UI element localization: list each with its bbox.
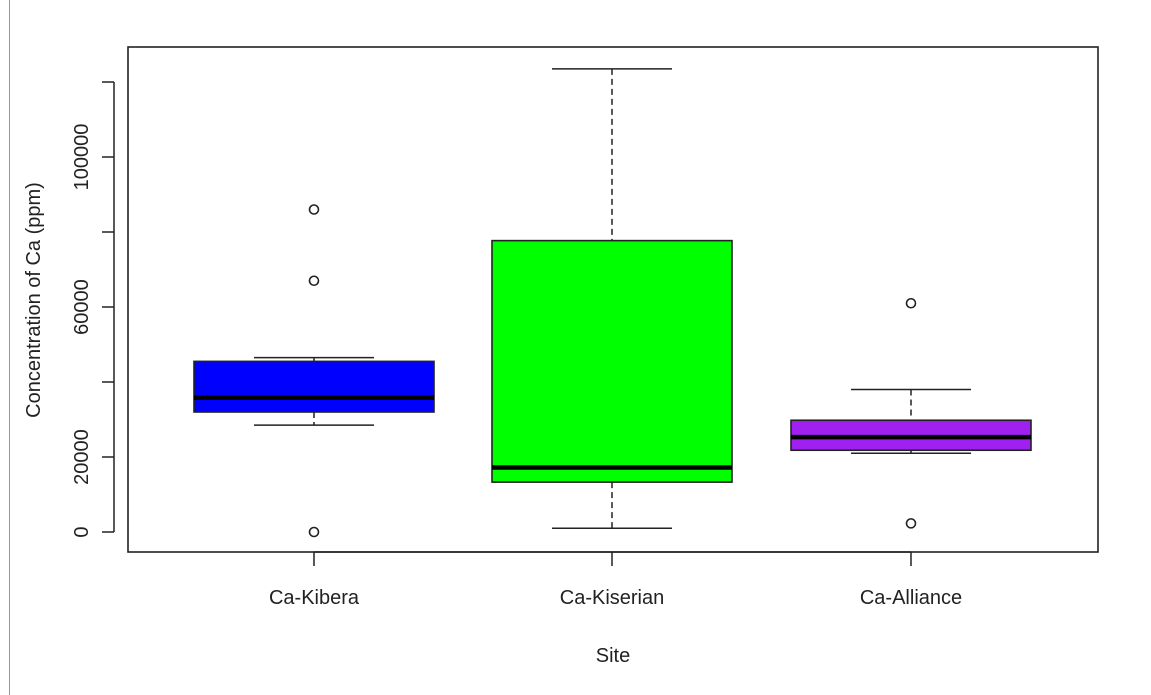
outlier-point xyxy=(308,526,320,538)
box-ca-alliance xyxy=(790,297,1032,529)
box-ca-kiserian xyxy=(491,68,733,530)
outlier-point xyxy=(308,275,320,287)
y-tick-label: 60000 xyxy=(71,279,93,335)
iqr-box xyxy=(193,360,435,413)
outlier-point xyxy=(308,204,320,215)
x-tick-label: Ca-Alliance xyxy=(860,587,962,609)
y-tick-label: 20000 xyxy=(71,429,93,485)
x-axis-title: Site xyxy=(596,645,630,667)
y-tick-label: 0 xyxy=(71,526,93,537)
box-ca-kibera xyxy=(193,204,435,538)
outlier-point xyxy=(905,518,917,529)
x-tick-label: Ca-Kibera xyxy=(269,587,360,609)
left-edge-rule xyxy=(9,0,10,695)
outlier-point xyxy=(905,297,917,309)
y-tick-label: 100000 xyxy=(71,124,93,191)
box-series xyxy=(193,68,1032,538)
y-axis: 0 20000 60000 100000 xyxy=(71,81,115,538)
iqr-box xyxy=(491,239,733,483)
x-tick-label: Ca-Kiserian xyxy=(560,587,664,609)
x-axis: Ca-Kibera Ca-Kiserian Ca-Alliance xyxy=(269,551,962,609)
y-axis-title: Concentration of Ca (ppm) xyxy=(23,182,45,418)
